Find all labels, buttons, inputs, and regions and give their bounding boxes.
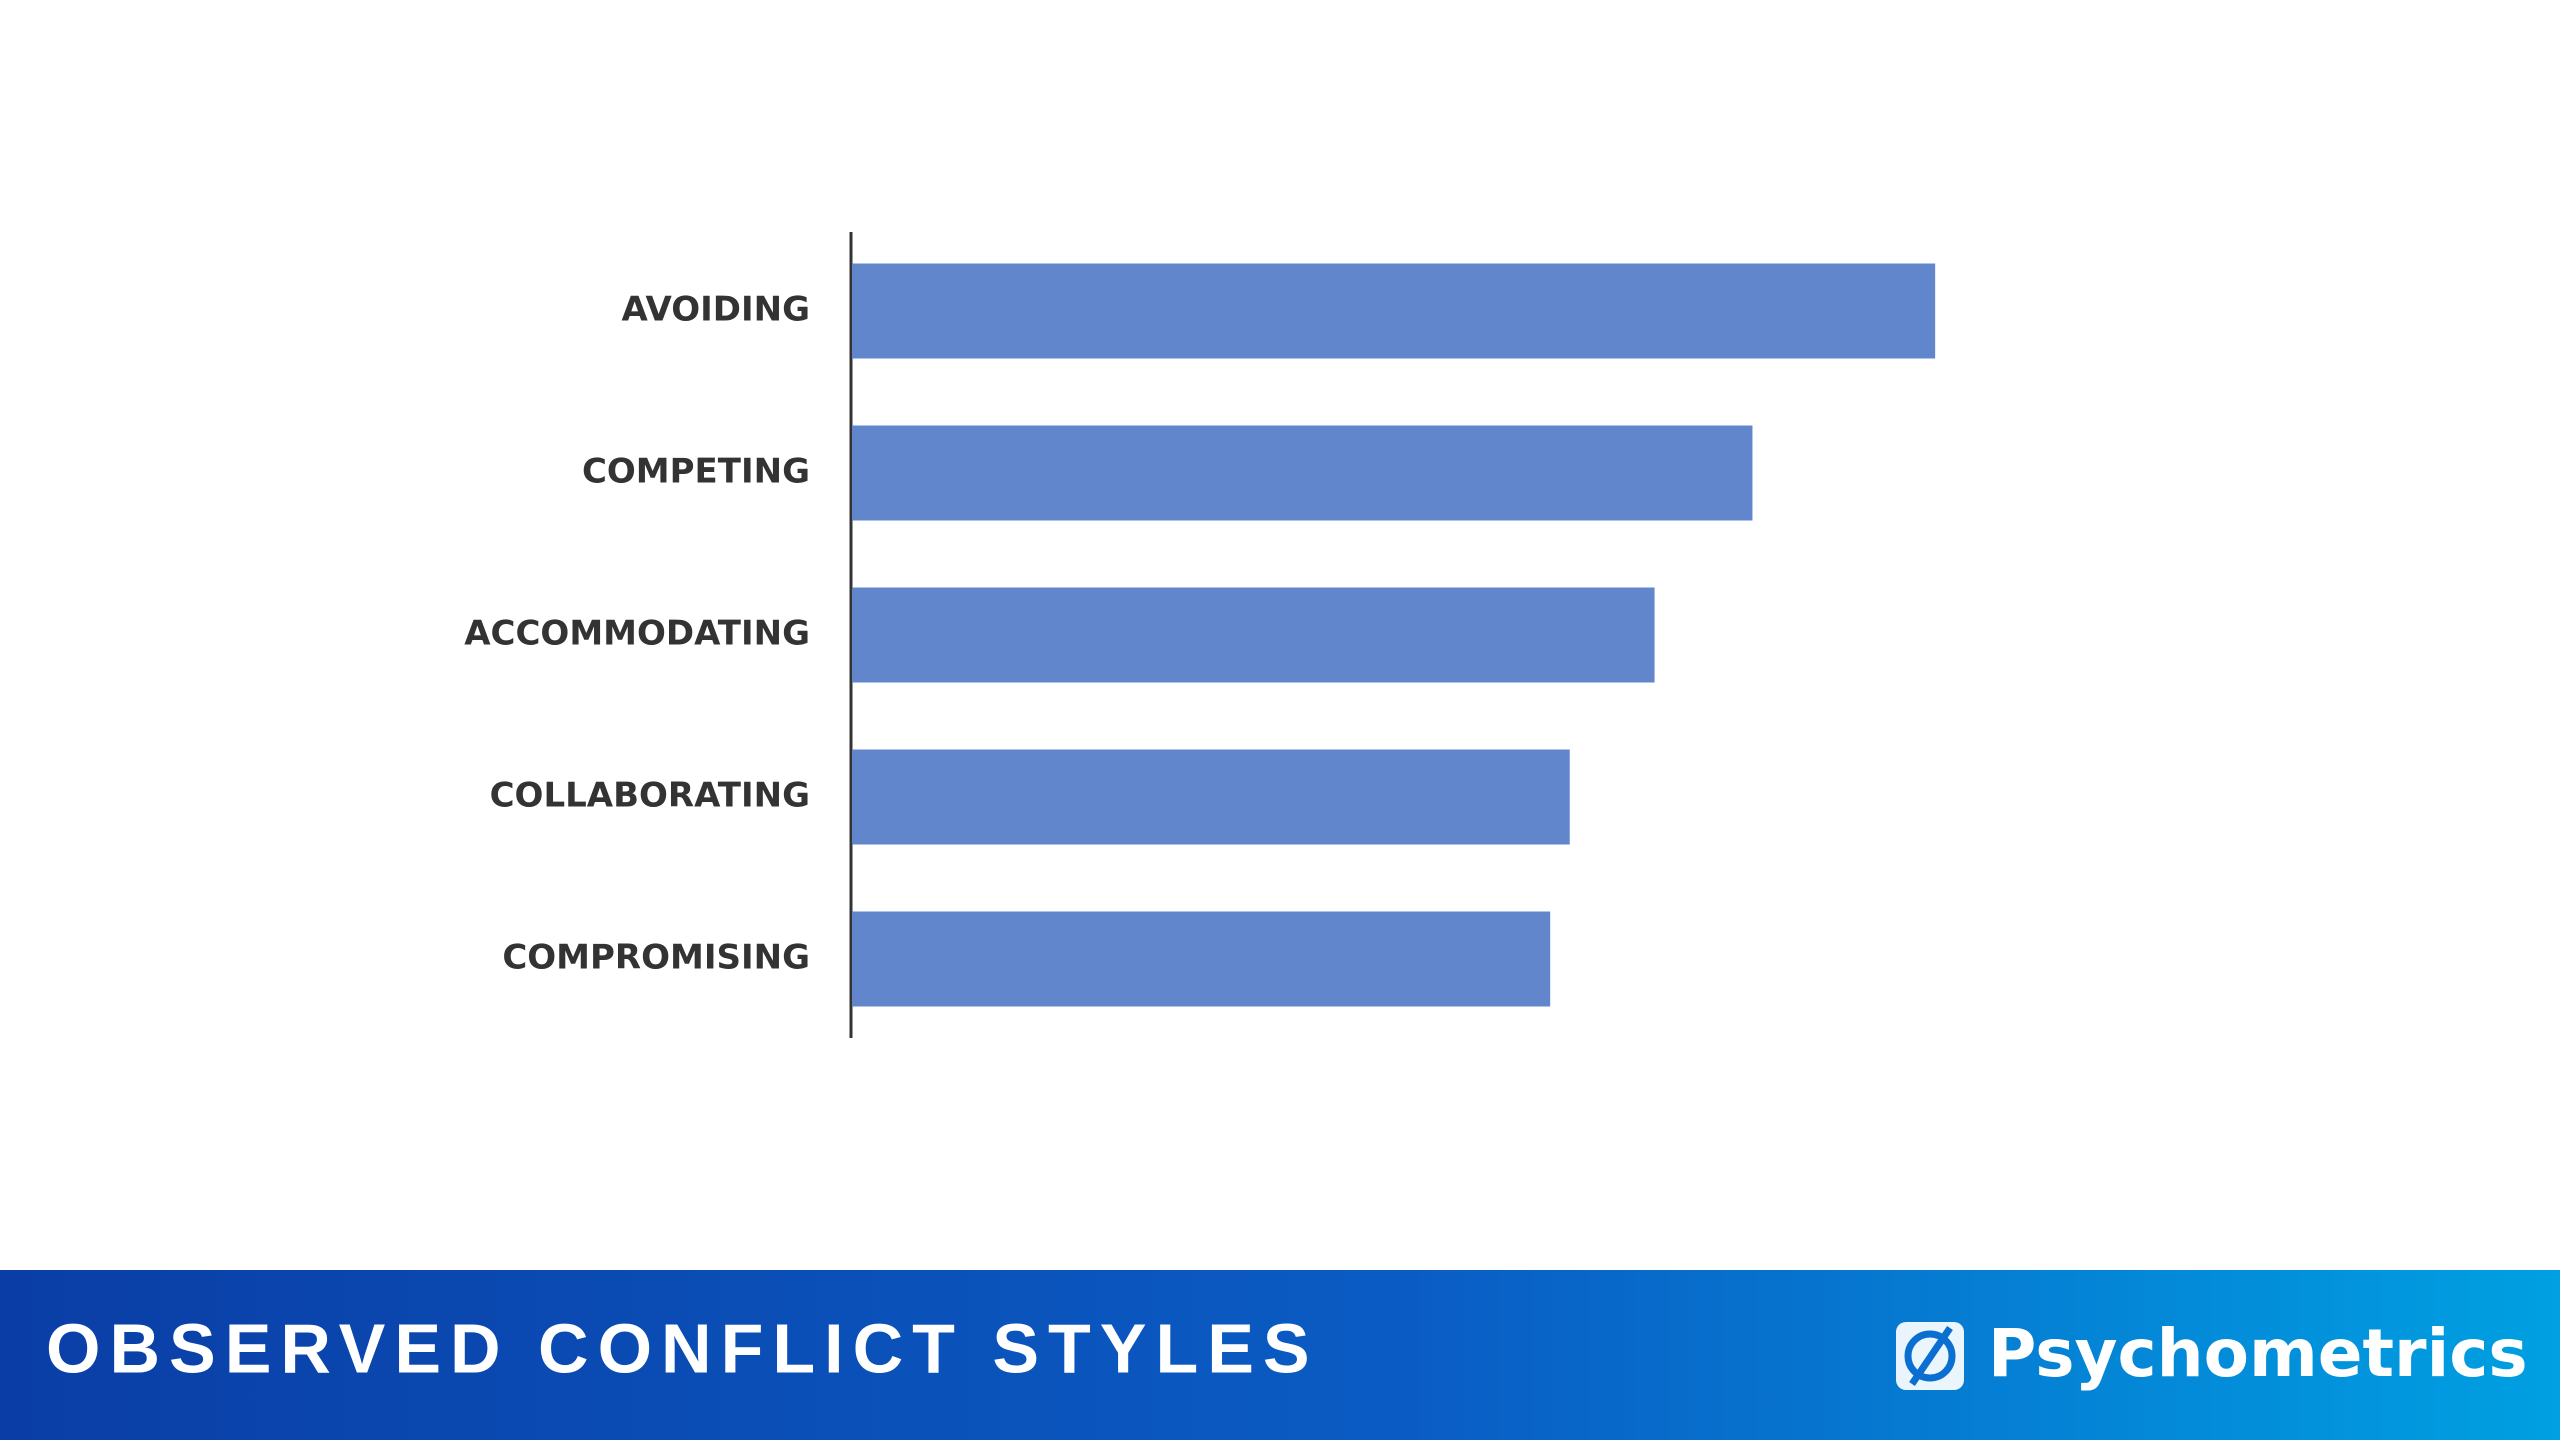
category-label: ACCOMMODATING [464,614,810,654]
chart-title: OBSERVED CONFLICT STYLES [46,1309,1319,1387]
brand-name: Psychometrics [1988,1315,2528,1392]
bar [852,911,1551,1007]
brand-logo: Psychometrics [1896,1315,2528,1392]
bar [852,425,1753,521]
category-label: AVOIDING [621,290,810,330]
bar [852,749,1570,845]
logo-ring [1904,1330,1956,1382]
footer-band [0,1270,2560,1440]
category-label: COLLABORATING [490,776,810,816]
bar [852,587,1655,683]
bar [852,263,1936,359]
logo-slash [1909,1326,1953,1386]
category-label: COMPROMISING [502,938,810,978]
category-label: COMPETING [582,452,810,492]
